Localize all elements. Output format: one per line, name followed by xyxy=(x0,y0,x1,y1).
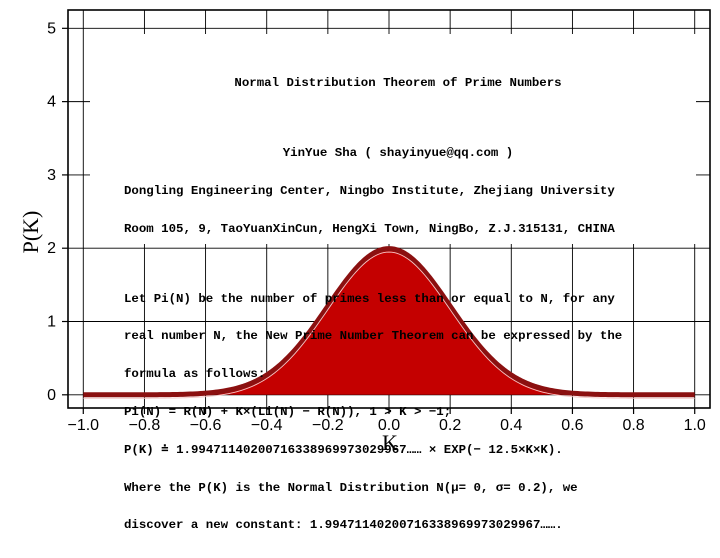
annotation-affiliation: Dongling Engineering Center, Ningbo Inst… xyxy=(124,183,615,198)
x-tick-label: 0.6 xyxy=(561,417,583,434)
x-tick-label: 0.2 xyxy=(439,417,461,434)
distribution-curve xyxy=(83,246,695,398)
distribution-highlight xyxy=(83,251,695,399)
annotation-text: Normal Distribution Theorem of Prime Num… xyxy=(124,52,672,557)
y-tick-label: 5 xyxy=(47,20,56,37)
annotation-title: Normal Distribution Theorem of Prime Num… xyxy=(234,76,562,91)
x-tick-label: 0.0 xyxy=(378,417,400,434)
x-tick-label: −0.2 xyxy=(312,417,344,434)
x-tick-label: 1.0 xyxy=(684,417,706,434)
annotation-box xyxy=(90,34,696,244)
axis-ticks: −1.0 −0.8 −0.6 −0.4 −0.2 0.0 0.2 0.4 0.6 0.8 1.0 0 1… xyxy=(47,20,706,434)
x-tick-label: 0.4 xyxy=(500,417,522,434)
annotation-line: formula as follows: xyxy=(124,367,266,382)
x-tick-label: 0.8 xyxy=(622,417,644,434)
annotation-line: P(K) ≐ 1.99471140200716338969973029967……… xyxy=(124,442,563,457)
y-tick-label: 3 xyxy=(47,167,56,184)
y-axis-title: P(K) xyxy=(18,211,43,254)
annotation-line: Pi(N) = R(N) + K×(Li(N) − R(N)), 1 > K >… xyxy=(124,405,452,420)
y-tick-label: 1 xyxy=(47,314,56,331)
distribution-area xyxy=(83,248,695,395)
series-layer xyxy=(83,246,695,399)
annotation-line: Where the P(K) is the Normal Distributio… xyxy=(124,480,578,495)
x-tick-label: −1.0 xyxy=(67,417,99,434)
x-tick-label: −0.8 xyxy=(129,417,161,434)
annotation-line: Let Pi(N) be the number of primes less t… xyxy=(124,291,615,306)
x-tick-label: −0.6 xyxy=(190,417,222,434)
chart-figure: −1.0 −0.8 −0.6 −0.4 −0.2 0.0 0.2 0.4 0.6 0.8 1.0 0 1… xyxy=(18,9,711,531)
y-tick-label: 0 xyxy=(47,387,56,404)
annotation-author: YinYue Sha ( shayinyue@qq.com ) xyxy=(282,146,514,161)
y-tick-label: 2 xyxy=(47,240,56,257)
y-tick-label: 4 xyxy=(47,94,56,111)
annotation-line: real number N, the New Prime Number Theo… xyxy=(124,329,623,344)
annotation-line: discover a new constant: 1.9947114020071… xyxy=(124,518,563,533)
x-tick-label: −0.4 xyxy=(251,417,283,434)
x-axis-title: K xyxy=(382,430,398,455)
chart-canvas: −1.0 −0.8 −0.6 −0.4 −0.2 0.0 0.2 0.4 0.6 0.8 1.0 0 1… xyxy=(18,9,711,455)
annotation-address: Room 105, 9, TaoYuanXinCun, HengXi Town,… xyxy=(124,221,615,236)
